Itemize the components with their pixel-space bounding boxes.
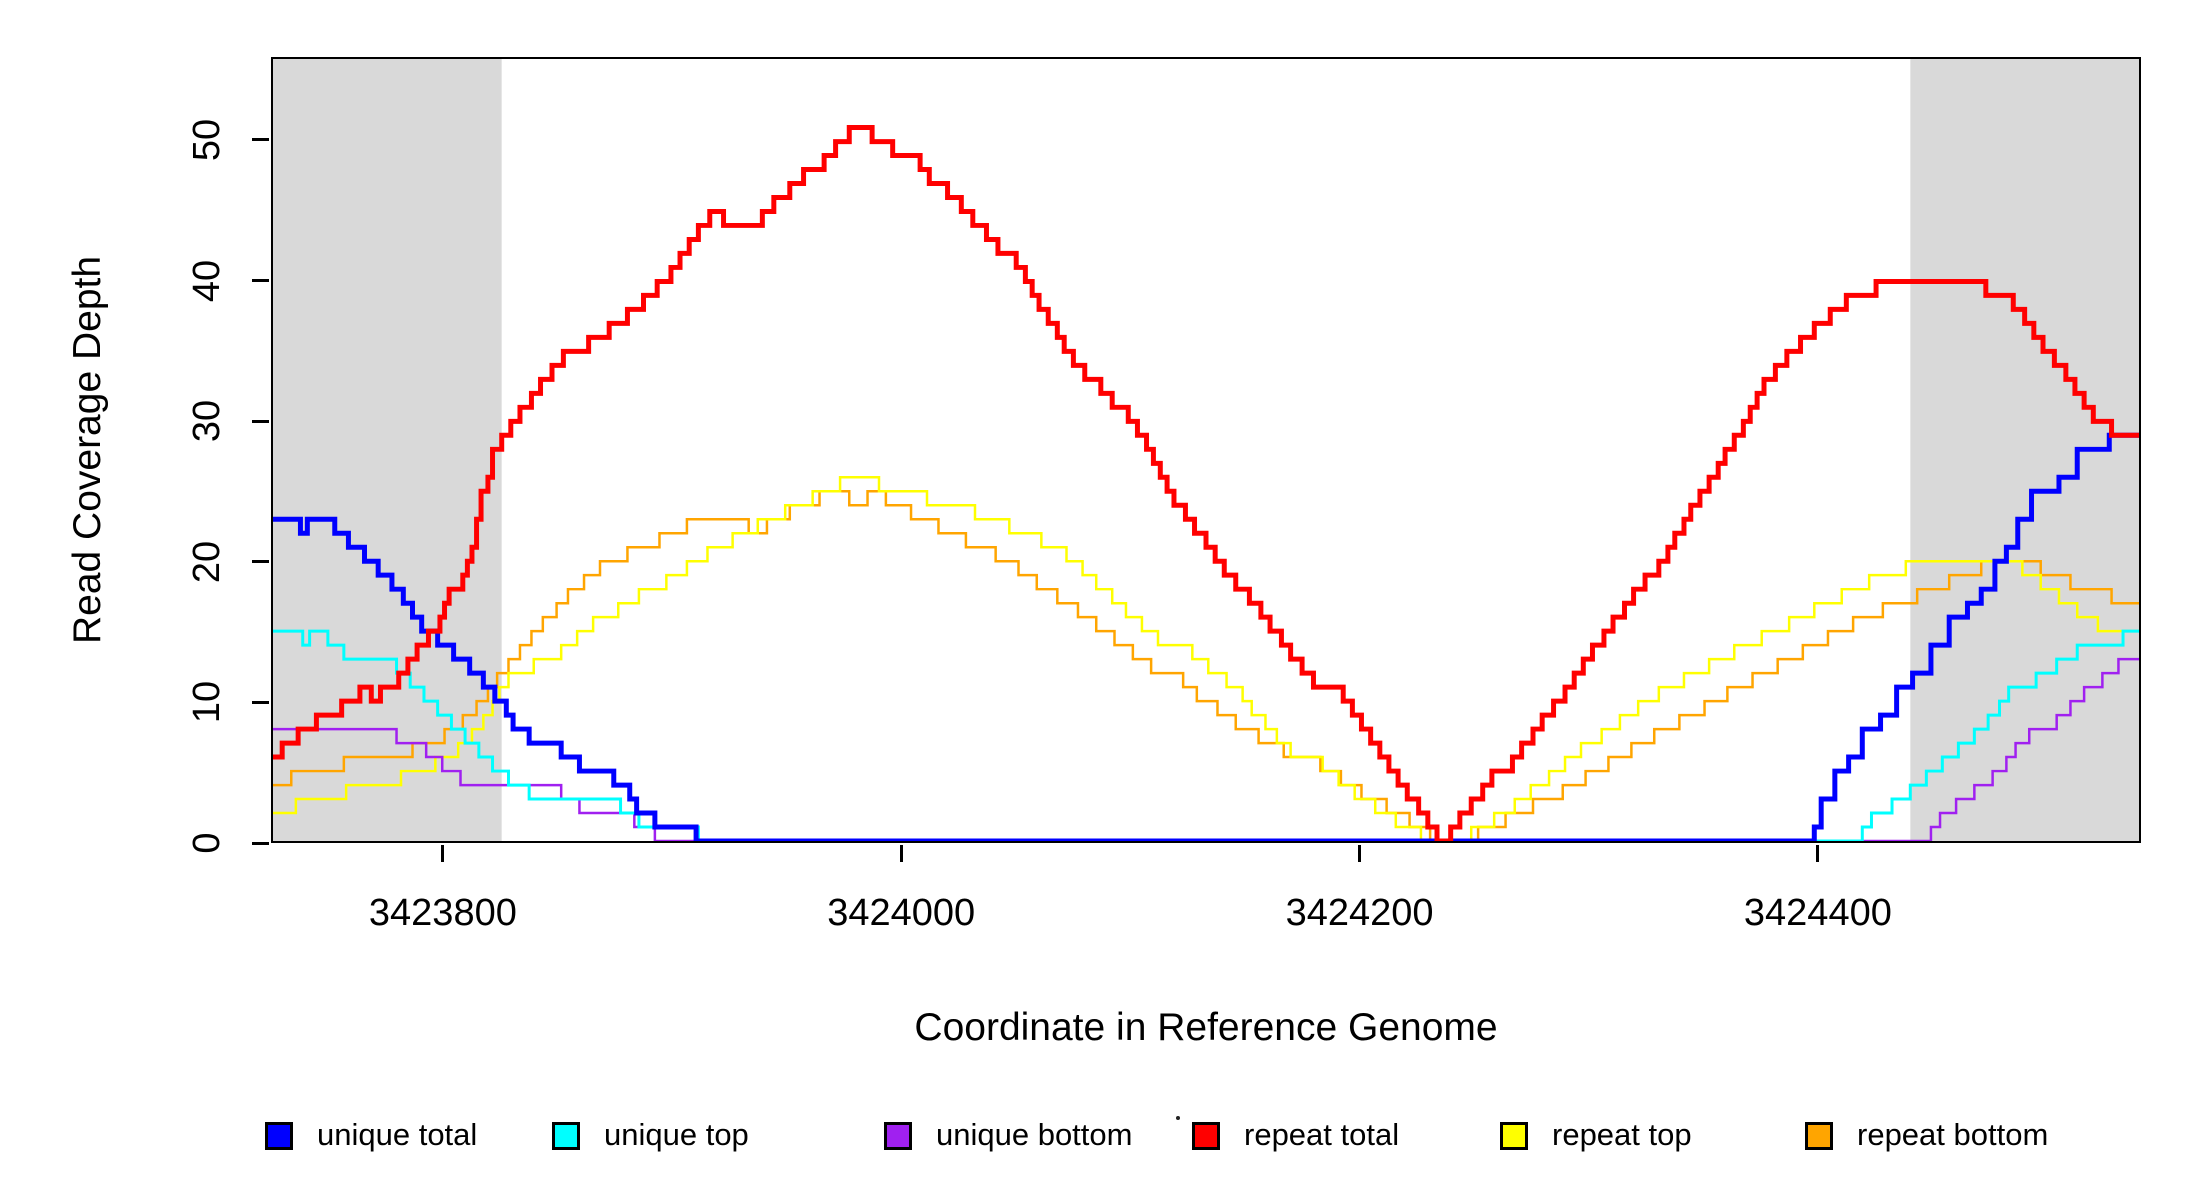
x-axis-tick — [1816, 845, 1820, 862]
legend-label: repeat top — [1552, 1117, 1692, 1152]
y-axis-tick — [252, 419, 269, 423]
shaded-region-left — [273, 59, 502, 841]
repeat-total-swatch-icon — [1192, 1122, 1220, 1150]
y-tick-label: 20 — [186, 540, 228, 583]
x-tick-label: 3424400 — [1743, 892, 1892, 934]
repeat-top-swatch-icon — [1500, 1122, 1528, 1150]
y-axis-tick — [252, 841, 269, 845]
y-axis-title: Read Coverage Depth — [66, 255, 109, 645]
legend-label: unique bottom — [936, 1117, 1133, 1152]
legend-label: unique top — [604, 1117, 749, 1152]
legend-label: repeat bottom — [1857, 1117, 2049, 1152]
y-tick-label: 10 — [186, 681, 228, 724]
legend-label: unique total — [317, 1117, 478, 1152]
series-line-repeat-top — [273, 476, 2139, 841]
x-axis-title: Coordinate in Reference Genome — [914, 1006, 1498, 1049]
series-line-repeat-bottom — [273, 490, 2139, 841]
repeat-bottom-swatch-icon — [1805, 1122, 1833, 1150]
y-tick-label: 50 — [186, 118, 228, 162]
x-tick-label: 3424200 — [1285, 892, 1434, 934]
plot-area — [271, 57, 2141, 843]
y-tick-label: 40 — [186, 259, 228, 302]
y-axis-tick — [252, 138, 269, 142]
y-tick-label: 30 — [186, 400, 228, 443]
chart-plot-svg — [273, 59, 2139, 841]
x-axis-tick — [1358, 845, 1362, 862]
unique-top-swatch-icon — [552, 1122, 580, 1150]
y-axis-tick — [252, 279, 269, 283]
unique-total-swatch-icon — [265, 1122, 293, 1150]
x-tick-label: 3423800 — [368, 892, 517, 934]
series-line-unique-top — [273, 629, 2139, 841]
stray-dot — [1176, 1116, 1180, 1120]
legend-label: repeat total — [1244, 1117, 1400, 1152]
unique-bottom-swatch-icon — [884, 1122, 912, 1150]
x-tick-label: 3424000 — [827, 892, 976, 934]
y-axis-tick — [252, 560, 269, 564]
y-tick-label: 0 — [186, 832, 228, 854]
series-line-repeat-total — [273, 125, 2139, 841]
series-line-unique-bottom — [273, 657, 2139, 841]
x-axis-tick — [899, 845, 903, 862]
y-axis-tick — [252, 700, 269, 704]
series-line-unique-total — [273, 432, 2139, 841]
x-axis-tick — [441, 845, 445, 862]
